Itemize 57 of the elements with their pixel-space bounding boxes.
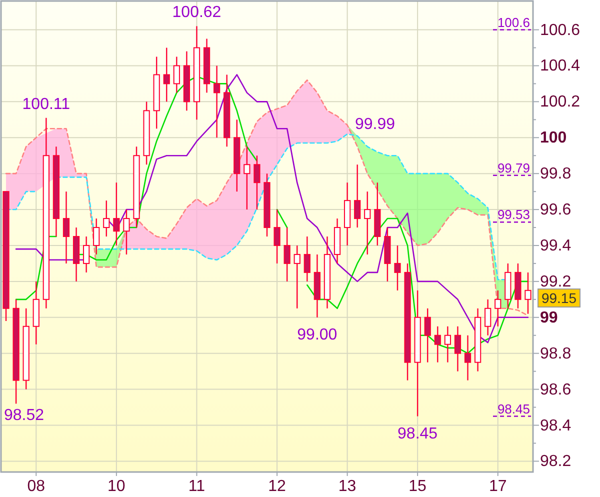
y-tick-label: 99.4 — [540, 237, 572, 254]
y-tick-label: 100 — [540, 130, 567, 147]
annotation: 100.11 — [22, 96, 70, 113]
candlestick — [364, 190, 371, 256]
candlestick — [434, 326, 441, 363]
y-tick-label: 99.8 — [540, 166, 572, 183]
annotation: 99.00 — [297, 326, 338, 344]
x-tick-label: 13 — [338, 478, 356, 495]
candlestick — [394, 244, 401, 292]
x-tick-label: 08 — [27, 478, 46, 495]
y-tick-label: 98.8 — [540, 345, 572, 362]
y-tick-label: 98.4 — [540, 417, 572, 434]
ref-line-label: 100.6 — [497, 14, 530, 30]
y-tick-label: 99 — [540, 309, 558, 326]
annotation: 100.62 — [172, 4, 222, 22]
candlestick — [484, 298, 492, 336]
candlestick — [254, 155, 260, 210]
y-tick-label: 100.4 — [540, 58, 580, 75]
ref-line-label: 98.45 — [497, 401, 530, 416]
annotation: 99.99 — [354, 116, 396, 133]
ref-line-label: 99.53 — [497, 207, 530, 222]
x-tick-label: 11 — [188, 478, 206, 495]
y-tick-label: 98.2 — [540, 453, 572, 470]
candlestick — [454, 326, 462, 372]
annotation: 98.45 — [398, 425, 438, 442]
y-tick-label: 99.2 — [540, 273, 572, 290]
candlestick — [294, 244, 300, 310]
candlestick — [284, 226, 290, 282]
y-tick-label: 98.6 — [540, 381, 572, 398]
y-tick-label: 100.6 — [540, 22, 580, 39]
y-tick-label: 99.6 — [540, 202, 572, 219]
x-tick-label: 15 — [408, 478, 427, 495]
candlestick — [113, 182, 120, 246]
x-tick-label: 10 — [108, 478, 126, 495]
candlestick — [304, 236, 310, 282]
candlestick — [163, 47, 170, 102]
text: 99.15 — [541, 290, 577, 306]
candlestick — [524, 272, 532, 314]
candlestick — [464, 334, 472, 381]
candlestick — [62, 190, 70, 264]
annotation: 98.52 — [4, 407, 44, 424]
ref-line-label: 99.79 — [497, 160, 530, 176]
candlestick — [274, 208, 280, 264]
candlestick — [494, 290, 502, 327]
x-tick-label: 12 — [268, 478, 286, 495]
candlestick — [214, 65, 220, 138]
candlestick — [93, 218, 100, 256]
y-tick-label: 100.2 — [540, 94, 580, 111]
candlestick — [424, 308, 431, 363]
x-tick-label: 17 — [488, 478, 507, 495]
candlestick — [103, 200, 110, 238]
candlestick — [83, 236, 90, 274]
candlestick — [123, 208, 130, 256]
candlestick — [244, 146, 250, 210]
candlestick — [354, 164, 361, 228]
candlestick — [173, 56, 180, 94]
candlestick — [444, 326, 451, 363]
